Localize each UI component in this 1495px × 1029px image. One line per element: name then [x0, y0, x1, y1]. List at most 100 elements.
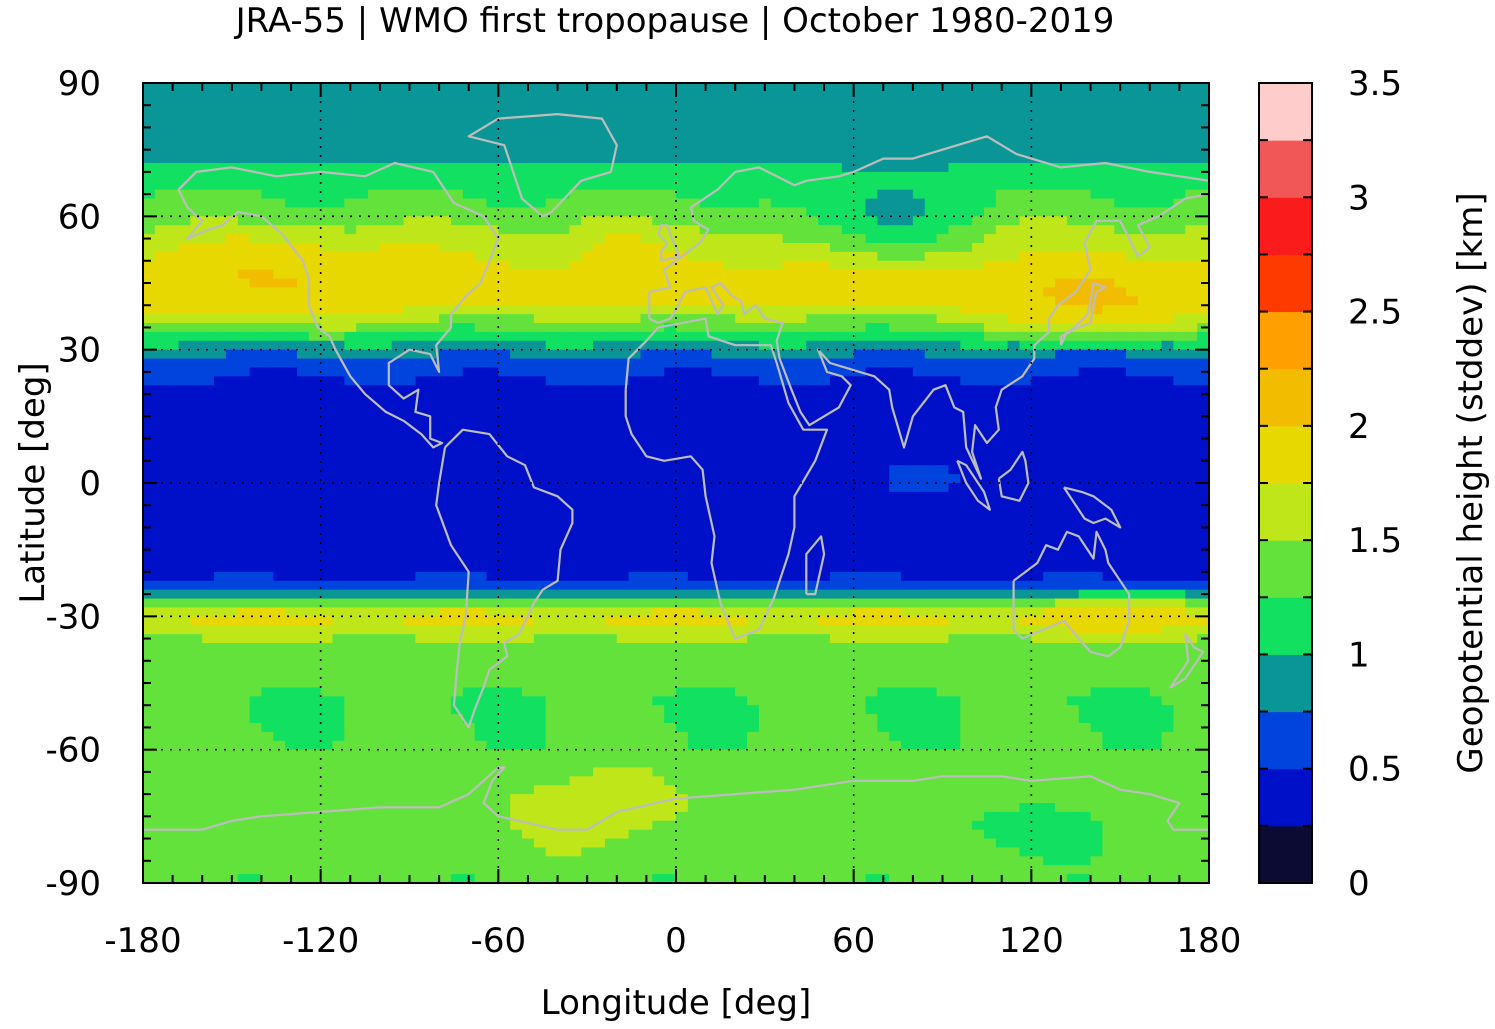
heat-cell [166, 349, 180, 360]
heat-cell [1161, 474, 1175, 484]
heat-cell [545, 83, 559, 93]
heat-cell [747, 518, 760, 529]
heat-cell [261, 331, 274, 342]
heat-cell [936, 527, 950, 537]
heat-cell [237, 100, 251, 111]
heat-cell [368, 234, 381, 244]
heat-cell [1078, 91, 1092, 102]
heat-cell [1031, 163, 1044, 173]
heat-cell [391, 491, 405, 502]
heat-cell [889, 216, 902, 226]
heat-cell [806, 465, 819, 475]
heat-cell [225, 571, 239, 582]
heat-cell [829, 483, 843, 493]
heat-cell [936, 225, 950, 235]
heat-cell [676, 420, 689, 431]
heat-cell [296, 456, 310, 466]
heat-cell [474, 207, 488, 217]
heat-cell [628, 305, 642, 315]
heat-cell [640, 163, 653, 173]
heat-cell [853, 234, 867, 244]
heat-cell [877, 127, 890, 137]
heat-cell [450, 269, 464, 280]
heat-cell [1078, 127, 1092, 137]
heat-cell [273, 518, 286, 529]
heat-cell [1090, 509, 1103, 520]
heat-cell [1055, 483, 1068, 493]
heat-cell [178, 91, 191, 102]
heat-cell [439, 314, 452, 324]
heat-cell [285, 91, 298, 102]
heat-cell [1173, 376, 1186, 386]
heat-cell [1007, 438, 1021, 449]
heat-cell [652, 411, 665, 422]
heat-cell [581, 474, 594, 484]
heat-cell [510, 536, 523, 546]
heat-cell [214, 518, 227, 529]
heat-cell [711, 545, 724, 555]
heat-cell [154, 171, 168, 182]
heat-cell [273, 145, 286, 155]
heat-cell [474, 429, 488, 440]
heat-cell [202, 269, 215, 280]
heat-cell [735, 145, 748, 155]
heat-cell [296, 420, 310, 431]
heat-cell [214, 536, 227, 546]
heat-cell [628, 269, 642, 280]
heat-cell [936, 207, 950, 217]
heat-cell [841, 171, 855, 182]
heat-cell [865, 474, 878, 484]
heat-cell [1161, 500, 1175, 511]
heat-cell [403, 251, 417, 262]
heat-cell [368, 109, 381, 120]
heat-cell [320, 127, 334, 137]
heat-cell [782, 243, 796, 253]
heat-cell [273, 189, 286, 200]
heat-cell [237, 420, 251, 431]
heat-cell [1197, 91, 1209, 102]
heat-cell [604, 545, 618, 555]
heat-cell [676, 358, 689, 369]
heat-cell [676, 545, 689, 555]
heat-cell [806, 500, 819, 511]
heat-cell [498, 91, 511, 102]
heat-cell [593, 180, 606, 191]
heat-cell [936, 509, 950, 520]
heat-cell [356, 536, 369, 546]
heat-cell [593, 563, 606, 573]
heat-cell [1066, 331, 1080, 342]
heat-cell [758, 331, 772, 342]
heat-cell [818, 198, 831, 209]
heat-cell [829, 527, 843, 537]
heat-cell [877, 251, 890, 262]
heat-cell [190, 518, 203, 529]
heat-cell [1173, 545, 1186, 555]
heat-cell [545, 171, 559, 182]
heat-cell [202, 474, 215, 484]
heat-cell [202, 349, 215, 360]
heat-cell [166, 420, 180, 431]
heat-cell [912, 189, 926, 200]
heat-cell [841, 207, 855, 217]
heat-cell [190, 278, 203, 289]
heat-cell [1090, 171, 1103, 182]
heat-cell [747, 260, 760, 271]
heat-cell [877, 225, 890, 235]
heat-cell [545, 411, 559, 422]
heat-cell [1043, 447, 1056, 457]
heat-cell [154, 527, 168, 537]
heat-cell [545, 500, 559, 511]
heat-cell [841, 456, 855, 466]
heat-cell [1185, 109, 1198, 120]
heat-cell [557, 234, 570, 244]
heat-cell [368, 491, 381, 502]
heat-cell [214, 287, 227, 297]
heat-cell [439, 554, 452, 564]
heat-cell [794, 296, 807, 306]
heat-cell [249, 180, 263, 191]
heat-cell [1173, 491, 1186, 502]
heat-cell [415, 83, 428, 93]
heat-cell [995, 136, 1009, 146]
heat-cell [877, 527, 890, 537]
heat-cell [569, 385, 582, 395]
